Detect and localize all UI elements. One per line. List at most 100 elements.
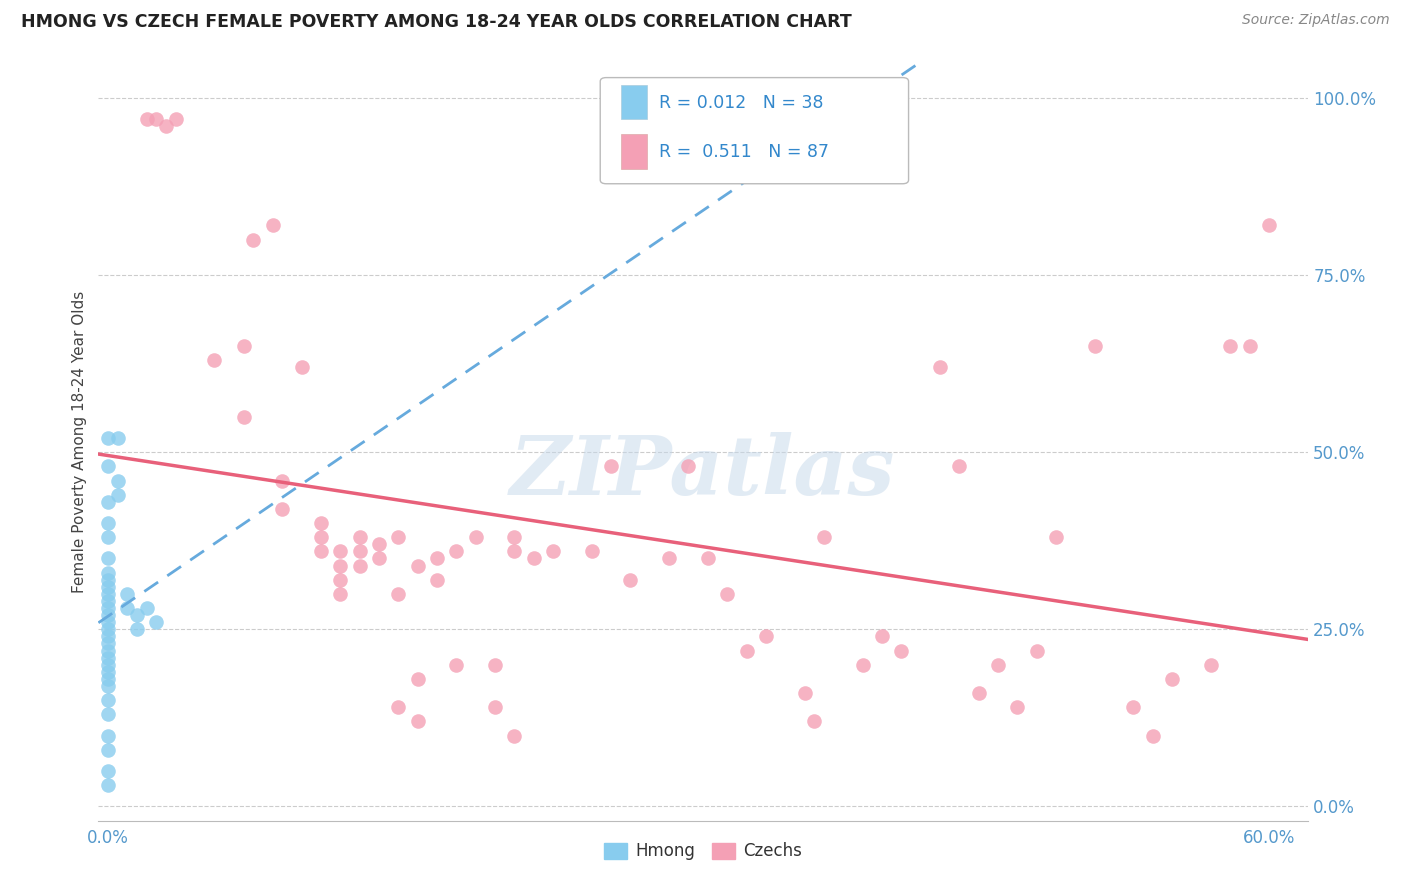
Point [852,657,875,672]
Point [242,233,264,247]
Point [387,700,409,714]
Point [97,623,120,637]
Point [987,657,1010,672]
Point [97,693,120,707]
Point [145,112,167,127]
Point [127,623,149,637]
Point [329,587,352,601]
FancyBboxPatch shape [621,135,647,169]
Text: ZIPatlas: ZIPatlas [510,432,896,512]
Point [97,580,120,594]
Point [870,629,893,643]
Point [1239,339,1261,353]
Point [793,686,815,700]
Point [948,459,970,474]
Point [368,537,391,551]
Point [97,672,120,686]
Point [107,431,129,445]
Point [464,530,486,544]
Point [1084,339,1107,353]
Point [1199,657,1222,672]
Point [309,544,332,558]
Point [735,643,758,657]
Point [97,587,120,601]
Point [97,566,120,580]
Point [97,573,120,587]
Text: Source: ZipAtlas.com: Source: ZipAtlas.com [1241,13,1389,28]
Point [349,530,371,544]
Point [97,778,120,792]
Point [581,544,603,558]
Point [97,665,120,679]
Point [97,459,120,474]
Point [600,459,623,474]
Point [145,615,167,630]
FancyBboxPatch shape [600,78,908,184]
Point [967,686,990,700]
Point [484,700,506,714]
Point [1142,729,1164,743]
Point [755,629,778,643]
Point [406,714,429,729]
Point [97,707,120,722]
Point [97,743,120,757]
Point [696,551,718,566]
Point [929,360,952,375]
Point [271,474,294,488]
Point [97,530,120,544]
Point [232,339,254,353]
Legend: Hmong, Czechs: Hmong, Czechs [598,836,808,867]
Point [165,112,187,127]
FancyBboxPatch shape [621,85,647,120]
Point [619,573,641,587]
Point [97,431,120,445]
Point [127,608,149,623]
Point [97,551,120,566]
Point [97,657,120,672]
Point [97,629,120,643]
Point [97,516,120,530]
Point [204,353,226,368]
Point [426,573,449,587]
Point [658,551,681,566]
Point [1007,700,1029,714]
Point [97,643,120,657]
Point [1045,530,1067,544]
Point [387,530,409,544]
Point [1219,339,1241,353]
Y-axis label: Female Poverty Among 18-24 Year Olds: Female Poverty Among 18-24 Year Olds [72,291,87,592]
Point [97,615,120,630]
Point [406,558,429,573]
Point [484,657,506,672]
Point [813,530,835,544]
Point [155,119,177,133]
Point [1161,672,1184,686]
Point [329,558,352,573]
Point [329,573,352,587]
Point [107,474,129,488]
Point [503,530,526,544]
Point [678,459,700,474]
Point [541,544,564,558]
Point [329,544,352,558]
Point [406,672,429,686]
Point [135,112,157,127]
Point [117,587,139,601]
Point [97,608,120,623]
Point [97,601,120,615]
Point [309,530,332,544]
Point [262,219,284,233]
Point [97,594,120,608]
Point [1025,643,1047,657]
Point [97,729,120,743]
Point [446,544,468,558]
Point [117,601,139,615]
Point [97,495,120,509]
Point [349,558,371,573]
Point [1257,219,1279,233]
Point [503,544,526,558]
Point [135,601,157,615]
Point [349,544,371,558]
Point [290,360,312,375]
Text: HMONG VS CZECH FEMALE POVERTY AMONG 18-24 YEAR OLDS CORRELATION CHART: HMONG VS CZECH FEMALE POVERTY AMONG 18-2… [21,13,852,31]
